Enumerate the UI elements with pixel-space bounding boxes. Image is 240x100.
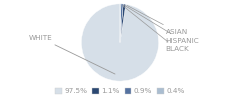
Text: WHITE: WHITE	[29, 35, 115, 74]
Wedge shape	[81, 4, 159, 81]
Text: ASIAN: ASIAN	[127, 5, 188, 35]
Text: BLACK: BLACK	[123, 6, 189, 53]
Legend: 97.5%, 1.1%, 0.9%, 0.4%: 97.5%, 1.1%, 0.9%, 0.4%	[52, 85, 188, 97]
Wedge shape	[120, 4, 121, 42]
Wedge shape	[120, 4, 123, 42]
Text: HISPANIC: HISPANIC	[125, 5, 199, 44]
Wedge shape	[120, 4, 126, 42]
